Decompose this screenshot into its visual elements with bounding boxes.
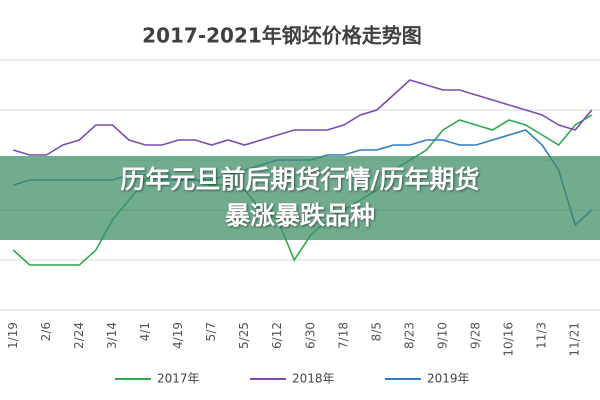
x-tick-label: 1/19 bbox=[6, 322, 20, 349]
x-tick-label: 8/5 bbox=[369, 322, 383, 341]
x-tick-label: 11/21 bbox=[568, 322, 582, 357]
x-tick-label: 7/18 bbox=[336, 322, 350, 349]
banner: 历年元旦前后期货行情/历年期货 暴涨暴跌品种 bbox=[0, 156, 600, 240]
series-line bbox=[13, 79, 593, 156]
x-tick-label: 11/3 bbox=[535, 322, 549, 349]
x-tick-label: 9/10 bbox=[435, 322, 449, 349]
x-tick-label: 3/14 bbox=[105, 322, 119, 349]
x-tick-label: 10/16 bbox=[502, 322, 516, 357]
x-tick-label: 4/19 bbox=[171, 322, 185, 349]
x-tick-label: 2/6 bbox=[39, 322, 53, 341]
x-tick-label: 6/30 bbox=[303, 322, 317, 349]
x-tick-label: 6/12 bbox=[270, 322, 284, 349]
banner-line: 暴涨暴跌品种 bbox=[224, 201, 375, 230]
x-tick-label: 8/23 bbox=[402, 322, 416, 349]
legend-label: 2019年 bbox=[427, 372, 470, 386]
x-tick-label: 5/25 bbox=[237, 322, 251, 349]
legend-label: 2018年 bbox=[292, 372, 335, 386]
x-tick-label: 9/28 bbox=[469, 322, 483, 349]
x-tick-label: 4/1 bbox=[138, 322, 152, 341]
banner-line: 历年元旦前后期货行情/历年期货 bbox=[120, 165, 480, 194]
legend-label: 2017年 bbox=[157, 372, 200, 386]
chart-title: 2017-2021年钢坯价格走势图 bbox=[142, 24, 422, 48]
x-tick-label: 5/7 bbox=[204, 322, 218, 341]
x-tick-label: 2/24 bbox=[72, 322, 86, 349]
